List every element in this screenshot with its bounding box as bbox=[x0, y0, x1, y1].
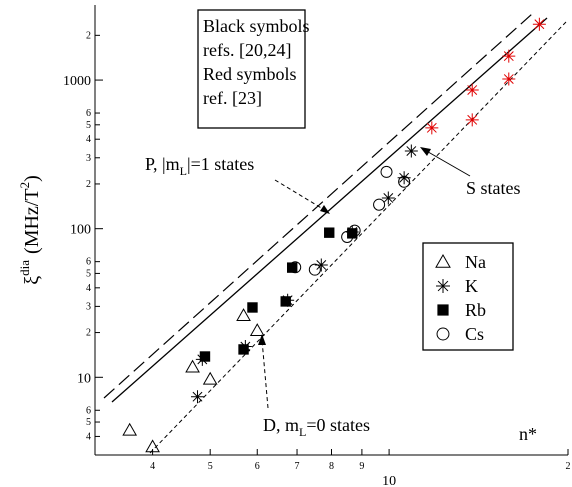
y-tick-label: 1000 bbox=[63, 74, 91, 89]
annotation-sub: L bbox=[180, 164, 187, 178]
y-tick-label: 6 bbox=[86, 108, 91, 119]
y-tick-label: 2 bbox=[86, 328, 91, 339]
note-line: Red symbols bbox=[203, 64, 297, 84]
y-label-sup: dia bbox=[17, 260, 32, 276]
y-label-symbol: ξ bbox=[21, 276, 43, 285]
note-line: ref. [23] bbox=[203, 88, 262, 108]
marker-square bbox=[347, 228, 358, 239]
marker-square bbox=[247, 302, 258, 313]
marker-asterisk bbox=[502, 49, 516, 63]
y-tick-label: 2 bbox=[86, 30, 91, 41]
marker-triangle bbox=[202, 371, 218, 385]
marker-triangle bbox=[236, 308, 251, 321]
legend bbox=[422, 242, 514, 351]
annotation-text: D, m bbox=[263, 415, 299, 435]
marker-asterisk bbox=[314, 258, 328, 272]
y-axis-label: ξdia (MHz/T2) bbox=[17, 175, 43, 285]
marker-square bbox=[199, 351, 211, 362]
marker-triangle bbox=[185, 359, 200, 373]
marker-circle bbox=[289, 261, 302, 274]
marker-circle bbox=[398, 175, 411, 188]
annotation-arrow bbox=[261, 339, 269, 409]
marker-asterisk bbox=[465, 113, 479, 127]
y-label-sup: 2 bbox=[17, 182, 32, 189]
annotation: D, mL=0 states bbox=[263, 415, 370, 439]
marker-asterisk bbox=[502, 72, 516, 86]
marker-circle bbox=[380, 165, 393, 178]
y-label-close: ) bbox=[21, 175, 43, 182]
y-tick-label: 4 bbox=[86, 134, 91, 145]
marker-circle bbox=[348, 224, 361, 237]
marker-triangle bbox=[145, 439, 160, 453]
x-tick-label: 8 bbox=[329, 461, 334, 472]
y-tick-label: 100 bbox=[70, 223, 91, 238]
marker-asterisk bbox=[425, 121, 439, 135]
x-tick-label: 5 bbox=[208, 461, 213, 472]
annotation-arrow bbox=[422, 148, 471, 177]
marker-triangle bbox=[249, 323, 265, 337]
y-tick-label: 6 bbox=[86, 405, 91, 416]
y-tick-label: 3 bbox=[86, 153, 91, 164]
marker-asterisk bbox=[404, 144, 418, 158]
marker-circle bbox=[436, 327, 450, 341]
legend-label: Na bbox=[465, 252, 486, 272]
arrow-head bbox=[420, 147, 431, 156]
marker-square bbox=[280, 296, 291, 307]
x-tick-label: 10 bbox=[382, 474, 396, 487]
note-box bbox=[197, 9, 306, 129]
marker-square bbox=[286, 262, 298, 273]
y-tick-label: 5 bbox=[86, 268, 91, 279]
marker-asterisk bbox=[190, 390, 204, 404]
marker-square bbox=[324, 227, 335, 238]
x-tick-label: 2 bbox=[566, 461, 571, 472]
y-tick-label: 5 bbox=[86, 417, 91, 428]
x-tick-label: 7 bbox=[295, 461, 300, 472]
marker-square bbox=[437, 304, 449, 316]
marker-asterisk bbox=[465, 83, 479, 97]
legend-label: Cs bbox=[465, 324, 484, 344]
marker-triangle bbox=[122, 422, 138, 436]
fit-line-s bbox=[111, 17, 548, 403]
x-tick-label: 4 bbox=[150, 461, 155, 472]
x-axis-label: n* bbox=[519, 424, 537, 444]
fit-line-d bbox=[149, 21, 567, 454]
legend-label: Rb bbox=[465, 300, 486, 320]
marker-circle bbox=[341, 230, 354, 243]
annotation-arrow bbox=[274, 179, 329, 213]
marker-asterisk bbox=[436, 279, 450, 293]
annotation-text: =0 states bbox=[306, 415, 370, 435]
marker-asterisk bbox=[532, 17, 546, 31]
annotation: S states bbox=[466, 178, 521, 198]
note-line: Black symbols bbox=[203, 16, 310, 36]
annotation-text: P, |m bbox=[145, 154, 180, 174]
marker-triangle bbox=[435, 253, 451, 268]
y-tick-label: 6 bbox=[86, 257, 91, 268]
y-tick-label: 3 bbox=[86, 301, 91, 312]
y-tick-label: 4 bbox=[86, 431, 91, 442]
annotation-text: |=1 states bbox=[187, 154, 254, 174]
note-line: refs. [20,24] bbox=[203, 40, 291, 60]
x-tick-label: 9 bbox=[359, 461, 364, 472]
marker-asterisk bbox=[397, 171, 411, 185]
legend-label: K bbox=[465, 276, 478, 296]
marker-circle bbox=[308, 263, 321, 276]
y-tick-label: 2 bbox=[86, 179, 91, 190]
annotation: P, |mL|=1 states bbox=[145, 154, 254, 178]
arrow-head bbox=[320, 205, 330, 214]
marker-asterisk bbox=[381, 191, 395, 205]
y-tick-label: 4 bbox=[86, 283, 91, 294]
marker-square bbox=[238, 344, 249, 355]
x-tick-label: 6 bbox=[255, 461, 260, 472]
y-tick-label: 5 bbox=[86, 120, 91, 131]
annotation-sub: L bbox=[299, 425, 306, 439]
arrow-head bbox=[258, 334, 266, 345]
y-label-unit: (MHz/T bbox=[21, 188, 43, 254]
y-tick-label: 10 bbox=[77, 371, 91, 386]
marker-circle bbox=[373, 198, 386, 211]
